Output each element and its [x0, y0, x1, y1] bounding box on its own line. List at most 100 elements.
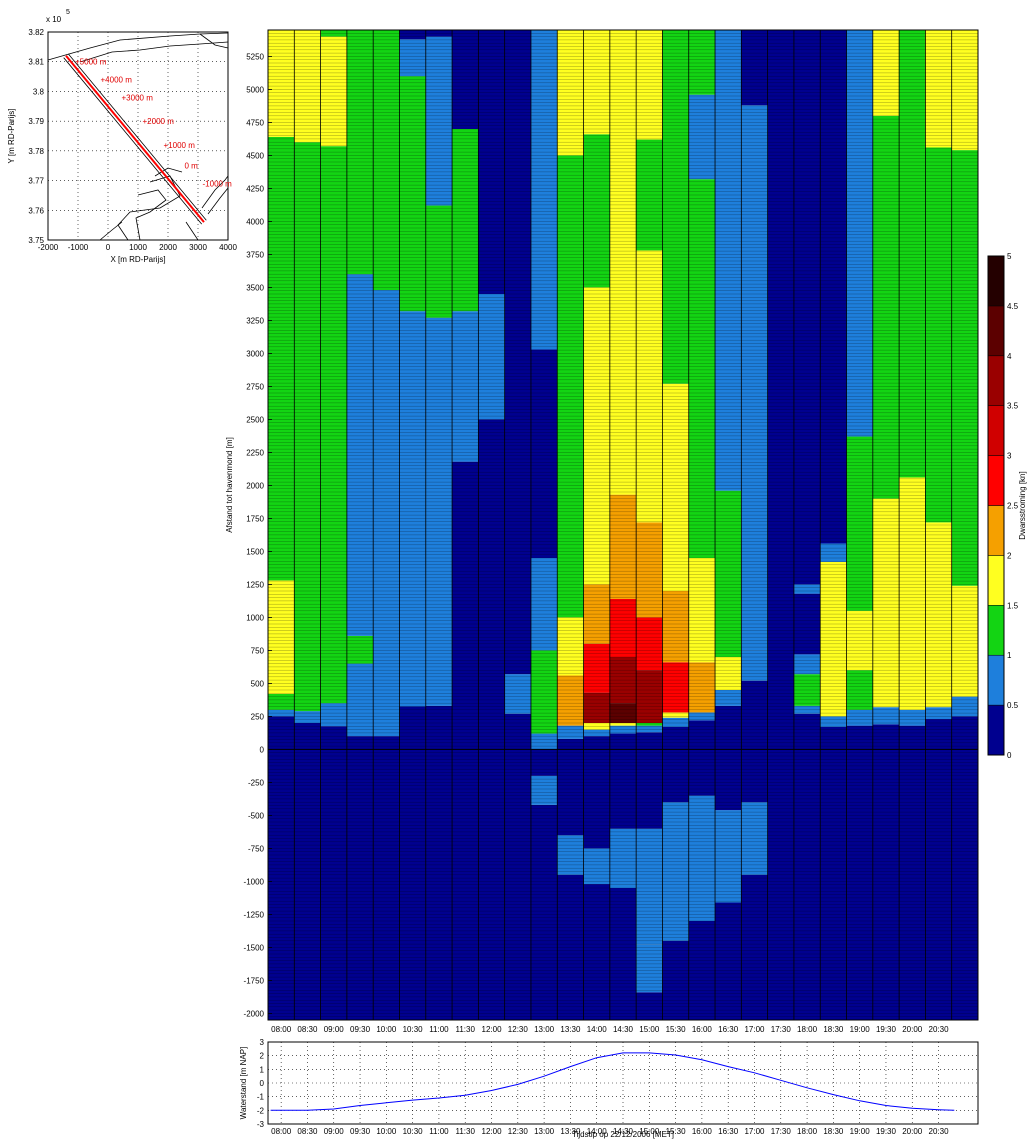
- heatmap-y-tick-label: 4000: [246, 217, 264, 226]
- map-coastline-path: [117, 175, 181, 241]
- heatmap-y-label: Afstand tot havenmond [m]: [225, 437, 234, 533]
- heatmap-x-tick-label: 18:30: [823, 1025, 844, 1034]
- heatmap-x-tick-label: 14:30: [613, 1025, 634, 1034]
- heatmap-cell: [741, 105, 768, 651]
- heatmap-x-tick-label: 12:00: [482, 1025, 503, 1034]
- heatmap-cell: [320, 726, 348, 1020]
- map-coastline-path: [135, 189, 167, 241]
- heatmap-cell: [688, 558, 716, 663]
- heatmap-x-tick-label: 08:00: [271, 1025, 292, 1034]
- waterstand-y-tick-label: 0: [260, 1079, 265, 1088]
- waterstand-x-tick-label: 18:00: [797, 1127, 818, 1136]
- heatmap-cell: [636, 725, 663, 733]
- waterstand-x-tick-label: 13:30: [560, 1127, 581, 1136]
- colorbar-cell: [987, 305, 1005, 357]
- waterstand-x-tick-label: 17:30: [771, 1127, 792, 1136]
- map-y-tick: 3.82: [28, 28, 44, 37]
- heatmap-x-tick-label: 13:00: [534, 1025, 555, 1034]
- heatmap-cell: [872, 498, 900, 708]
- heatmap-cell: [951, 30, 979, 151]
- heatmap-cell: [715, 810, 742, 903]
- map-channel-edge: [68, 53, 207, 221]
- map-x-tick: 4000: [219, 243, 237, 252]
- colorbar-tick-label: 5: [1007, 252, 1012, 261]
- heatmap-cell: [636, 828, 663, 945]
- heatmap-frame: [267, 29, 979, 1021]
- map-coastline-path: [207, 187, 229, 215]
- waterstand-plot: -3 -2 -1 0 1 2 3 08:00 08:30 09:00 09:30 10:00 10:3…: [239, 1038, 979, 1139]
- colorbar-label: Dwarsstroming [kn]: [1018, 471, 1027, 539]
- map-transect: [65, 55, 205, 223]
- waterstand-x-tick-label: 16:30: [718, 1127, 739, 1136]
- waterstand-y-tick-label: -1: [257, 1093, 265, 1102]
- map-x-tick: -1000: [68, 243, 89, 252]
- heatmap-x-tick-label: 10:00: [376, 1025, 397, 1034]
- heatmap-cell: [820, 543, 847, 562]
- heatmap-cell: [793, 713, 821, 1020]
- heatmap-y-tick-label: 500: [251, 679, 265, 688]
- waterstand-frame: [267, 1041, 979, 1125]
- heatmap-x-tick-label: 11:00: [429, 1025, 449, 1034]
- map-distance-label: +2000 m: [143, 117, 175, 126]
- heatmap-cell: [688, 94, 716, 180]
- heatmap-y-tick-label: 3750: [246, 250, 264, 259]
- colorbar-cell: [987, 355, 1005, 406]
- heatmap-cell: [741, 30, 768, 106]
- location-map: -2000 -1000 0 1000 2000 3000 4000 3.75 3.76 3.77…: [7, 9, 237, 264]
- waterstand-x-tick-label: 09:00: [324, 1127, 345, 1136]
- heatmap-y-tick-label: 0: [260, 745, 265, 754]
- colorbar-cells: [987, 255, 1005, 756]
- heatmap-cell: [899, 477, 926, 710]
- colorbar-tick-label: 1.5: [1007, 601, 1019, 610]
- colorbar-tick-label: 0.5: [1007, 701, 1019, 710]
- heatmap-cell: [662, 591, 690, 663]
- heatmap-x-tick-label: 09:30: [350, 1025, 371, 1034]
- map-coastline-path: [185, 221, 199, 241]
- map-coastline-path: [47, 32, 229, 61]
- heatmap-y-tick-label: 2250: [246, 448, 264, 457]
- map-y-tick: 3.76: [28, 206, 44, 215]
- heatmap-y-tick-label: -1250: [244, 910, 265, 919]
- waterstand-x-tick-label: 08:30: [297, 1127, 318, 1136]
- colorbar-tick-label: 4.5: [1007, 302, 1019, 311]
- heatmap-x-ticks: 08:00 08:30 09:00 09:30 10:00 10:30 11:00 11:30…: [271, 1025, 949, 1034]
- heatmap-y-tick-label: 2000: [246, 481, 264, 490]
- colorbar-cell: [987, 455, 1005, 506]
- colorbar-tick-label: 4: [1007, 352, 1012, 361]
- colorbar-cell: [987, 704, 1005, 756]
- waterstand-x-tick-label: 14:30: [613, 1127, 634, 1136]
- map-x-tick: -2000: [38, 243, 59, 252]
- heatmap-cell: [346, 274, 374, 636]
- colorbar-cell: [987, 255, 1005, 307]
- heatmap-y-tick-label: -750: [248, 844, 265, 853]
- heatmap-cell: [925, 147, 953, 523]
- heatmap-cell: [872, 707, 900, 725]
- heatmap-cell: [294, 591, 321, 712]
- heatmap-cell: [504, 30, 532, 675]
- heatmap-cell: [268, 30, 295, 137]
- heatmap-cell: [846, 30, 874, 437]
- heatmap-cell: [741, 680, 768, 803]
- heatmap-cell: [609, 723, 637, 726]
- dwarsstroming-heatmap: -2000 -1750 -1500 -1250 -1000 -750 -500 -250 0 25…: [225, 29, 979, 1034]
- map-x-label: X [m RD-Parijs]: [110, 255, 165, 264]
- heatmap-cell: [530, 775, 558, 805]
- colorbar-tick-label: 0: [1007, 751, 1012, 760]
- heatmap-cell: [925, 719, 953, 1020]
- heatmap-y-tick-label: 5250: [246, 52, 264, 61]
- heatmap-y-tick-label: -1750: [244, 976, 265, 985]
- map-y-tick: 3.77: [28, 177, 44, 186]
- heatmap-x-tick-label: 17:00: [744, 1025, 765, 1034]
- heatmap-cell: [425, 36, 453, 206]
- map-y-tick: 3.8: [33, 87, 45, 96]
- heatmap-cell: [820, 716, 847, 727]
- heatmap-x-tick-label: 15:00: [639, 1025, 660, 1034]
- waterstand-y-label: Waterstand [m NAP]: [239, 1047, 248, 1120]
- heatmap-cell: [899, 30, 926, 478]
- heatmap-x-tick-label: 18:00: [797, 1025, 818, 1034]
- heatmap-cell: [662, 712, 690, 718]
- heatmap-cell: [399, 30, 427, 40]
- colorbar-cell: [987, 505, 1005, 556]
- heatmap-x-tick-label: 16:00: [692, 1025, 713, 1034]
- heatmap-cell: [530, 349, 558, 558]
